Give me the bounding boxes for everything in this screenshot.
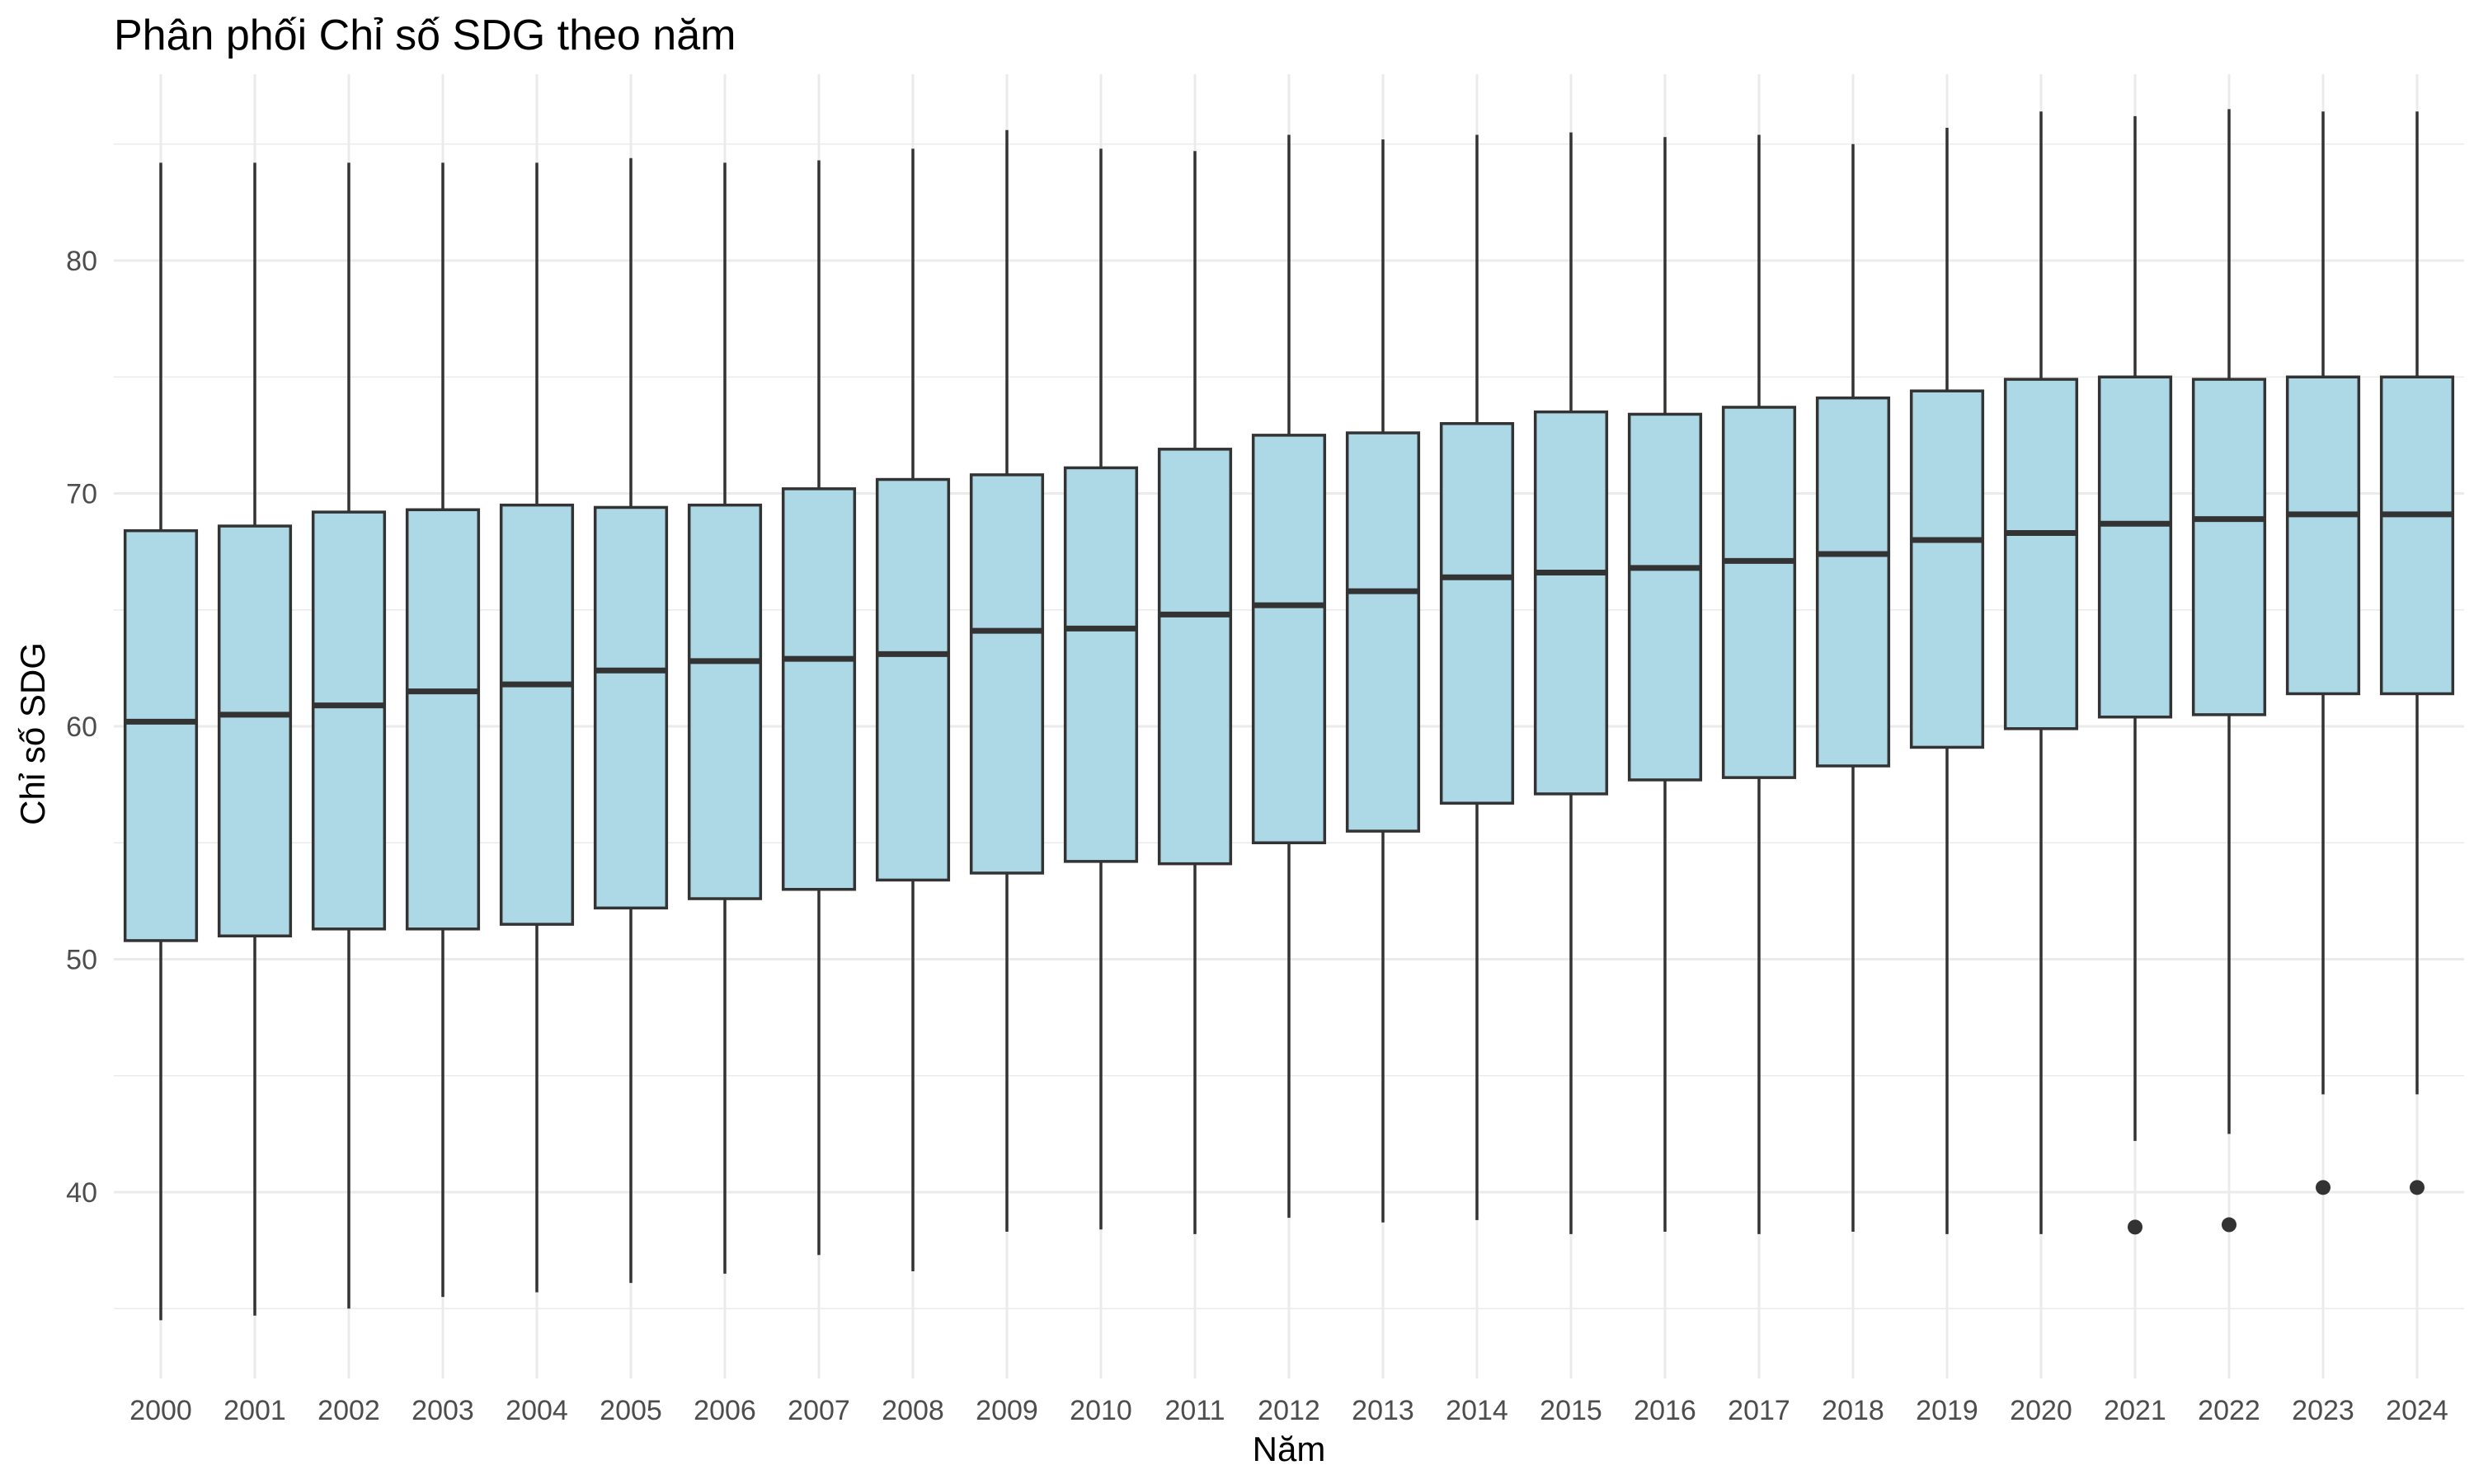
y-tick-label: 60: [66, 711, 97, 743]
iqr-box: [1251, 434, 1327, 844]
x-tick-label: 2006: [694, 1395, 756, 1426]
x-tick-label: 2020: [2010, 1395, 2072, 1426]
x-tick-label: 2021: [2104, 1395, 2166, 1426]
box-2017: [1721, 134, 1797, 1234]
chart-title: Phân phối Chỉ số SDG theo năm: [114, 12, 736, 59]
x-tick-label: 2017: [1728, 1395, 1790, 1426]
x-tick-label: 2019: [1916, 1395, 1978, 1426]
iqr-box: [217, 524, 293, 937]
iqr-box: [1721, 406, 1797, 779]
box-2016: [1627, 137, 1703, 1233]
x-tick-label: 2007: [788, 1395, 850, 1426]
iqr-box: [123, 528, 199, 942]
iqr-box: [1157, 448, 1233, 866]
x-tick-label: 2004: [506, 1395, 568, 1426]
box-2001: [217, 162, 293, 1316]
x-tick-label: 2018: [1822, 1395, 1884, 1426]
iqr-box: [311, 510, 387, 931]
box-2006: [687, 162, 763, 1274]
iqr-box: [1063, 466, 1139, 863]
box-2020: [2003, 111, 2079, 1234]
iqr-box: [2097, 375, 2173, 719]
iqr-box: [499, 503, 575, 926]
x-tick-label: 2014: [1446, 1395, 1508, 1426]
iqr-box: [593, 505, 669, 910]
iqr-box: [969, 473, 1045, 875]
x-tick-label: 2011: [1164, 1395, 1225, 1426]
box-2008: [875, 148, 951, 1272]
x-tick-label: 2005: [600, 1395, 662, 1426]
box-2005: [593, 157, 669, 1284]
x-axis-title: Năm: [1253, 1430, 1326, 1468]
iqr-box: [2285, 375, 2361, 696]
tick-layer: 40 50 60 70 80 2000 2001 2002 2003 2004 2005 2006 20…: [66, 246, 2448, 1426]
iqr-box: [781, 487, 857, 891]
box-2012: [1251, 134, 1327, 1219]
iqr-box: [1533, 410, 1609, 796]
iqr-box: [405, 508, 481, 931]
x-tick-label: 2022: [2198, 1395, 2260, 1426]
box-2023: [2285, 111, 2361, 1195]
box-2007: [781, 160, 857, 1256]
x-tick-label: 2024: [2386, 1395, 2448, 1426]
x-tick-label: 2002: [317, 1395, 380, 1426]
box-layer: [123, 109, 2455, 1321]
iqr-box: [2379, 375, 2455, 696]
box-2003: [405, 162, 481, 1298]
x-tick-label: 2010: [1070, 1395, 1132, 1426]
x-tick-label: 2023: [2292, 1395, 2354, 1426]
y-tick-label: 70: [66, 479, 97, 510]
box-2002: [311, 162, 387, 1309]
x-tick-label: 2012: [1258, 1395, 1320, 1426]
y-tick-label: 80: [66, 246, 97, 277]
box-2015: [1533, 132, 1609, 1234]
y-tick-label: 40: [66, 1177, 97, 1209]
x-tick-label: 2009: [976, 1395, 1038, 1426]
x-tick-label: 2000: [129, 1395, 192, 1426]
box-2000: [123, 162, 199, 1321]
box-2014: [1439, 134, 1515, 1220]
iqr-box: [1345, 431, 1421, 833]
y-axis-title: Chỉ số SDG: [13, 642, 52, 825]
iqr-box: [2191, 378, 2267, 716]
outlier-point: [2222, 1217, 2236, 1233]
x-tick-label: 2008: [882, 1395, 944, 1426]
x-tick-label: 2001: [223, 1395, 286, 1426]
iqr-box: [1909, 389, 1985, 749]
box-2018: [1815, 143, 1891, 1233]
x-tick-label: 2013: [1352, 1395, 1414, 1426]
box-2011: [1157, 151, 1233, 1234]
outlier-point: [2410, 1180, 2425, 1195]
iqr-box: [1815, 396, 1891, 768]
iqr-box: [875, 477, 951, 882]
box-2013: [1345, 139, 1421, 1223]
x-tick-label: 2016: [1634, 1395, 1696, 1426]
box-2009: [969, 129, 1045, 1233]
box-2010: [1063, 148, 1139, 1230]
iqr-box: [687, 503, 763, 900]
box-2004: [499, 162, 575, 1293]
outlier-point: [2316, 1180, 2331, 1195]
x-tick-label: 2015: [1540, 1395, 1602, 1426]
box-2024: [2379, 111, 2455, 1195]
iqr-box: [1439, 422, 1515, 805]
x-tick-label: 2003: [412, 1395, 474, 1426]
box-2019: [1909, 127, 1985, 1234]
iqr-box: [1627, 412, 1703, 782]
box-2022: [2191, 109, 2267, 1233]
y-tick-label: 50: [66, 945, 97, 976]
outlier-point: [2128, 1219, 2142, 1235]
box-2021: [2097, 115, 2173, 1235]
iqr-box: [2003, 378, 2079, 730]
